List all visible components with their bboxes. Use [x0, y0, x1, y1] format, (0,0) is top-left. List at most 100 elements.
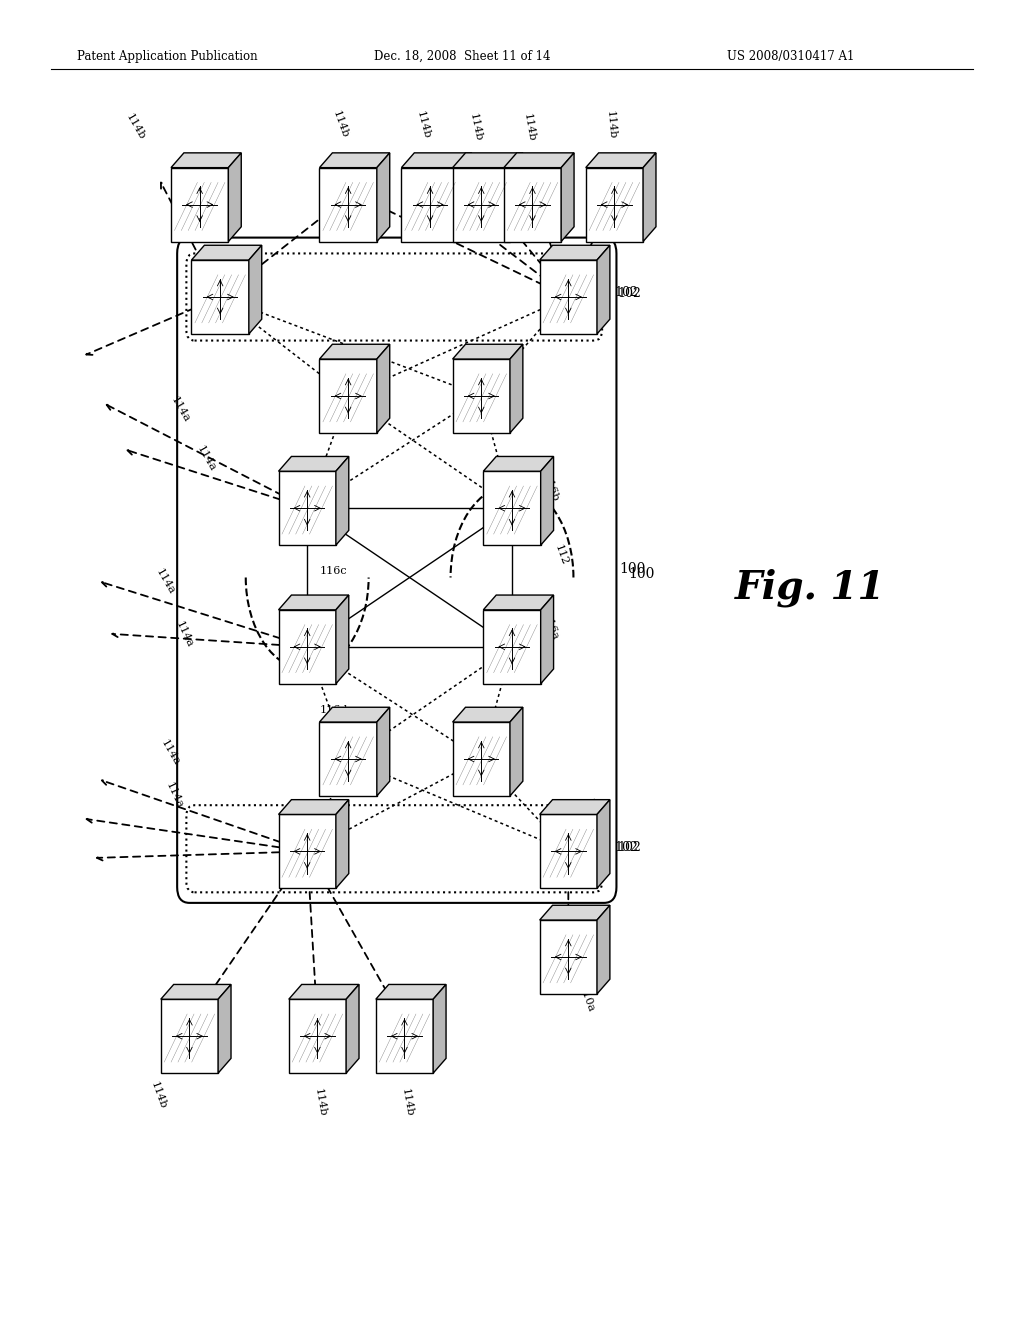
Polygon shape	[401, 168, 459, 242]
Polygon shape	[510, 153, 523, 242]
Polygon shape	[279, 610, 336, 684]
Text: Patent Application Publication: Patent Application Publication	[77, 50, 257, 63]
Text: 114a: 114a	[164, 780, 184, 810]
Text: 104b: 104b	[484, 713, 506, 743]
Polygon shape	[289, 985, 359, 999]
Polygon shape	[279, 800, 349, 814]
Polygon shape	[597, 906, 610, 994]
Text: 114b: 114b	[605, 111, 617, 140]
Polygon shape	[377, 708, 390, 796]
Polygon shape	[453, 359, 510, 433]
Text: 114b: 114b	[415, 110, 431, 140]
Polygon shape	[401, 153, 472, 168]
Text: 114b: 114b	[331, 110, 350, 140]
Polygon shape	[561, 153, 574, 242]
Polygon shape	[643, 153, 656, 242]
Text: 114b: 114b	[399, 1088, 414, 1118]
Text: 104a: 104a	[351, 713, 373, 743]
Polygon shape	[336, 457, 349, 545]
Polygon shape	[586, 153, 656, 168]
Text: Fig. 11: Fig. 11	[735, 568, 886, 607]
Polygon shape	[191, 260, 249, 334]
Text: 114b: 114b	[312, 1088, 327, 1118]
Polygon shape	[453, 153, 523, 168]
Text: 114a: 114a	[159, 738, 181, 768]
Text: 114b: 114b	[468, 112, 484, 143]
Polygon shape	[540, 906, 610, 920]
Polygon shape	[319, 153, 390, 168]
Polygon shape	[279, 457, 349, 471]
Polygon shape	[459, 153, 472, 242]
Polygon shape	[336, 800, 349, 888]
Text: 114b: 114b	[124, 112, 147, 141]
Text: 102: 102	[614, 841, 638, 854]
Polygon shape	[171, 168, 228, 242]
Polygon shape	[541, 457, 554, 545]
Text: 112: 112	[553, 543, 569, 566]
Polygon shape	[279, 814, 336, 888]
Polygon shape	[504, 168, 561, 242]
Polygon shape	[376, 999, 433, 1073]
Text: 114a: 114a	[154, 566, 176, 597]
Polygon shape	[346, 985, 359, 1073]
Text: 110a: 110a	[577, 985, 596, 1015]
Text: 116c: 116c	[319, 566, 347, 577]
Polygon shape	[279, 595, 349, 610]
Polygon shape	[377, 345, 390, 433]
Polygon shape	[377, 153, 390, 242]
Polygon shape	[218, 985, 231, 1073]
Polygon shape	[597, 246, 610, 334]
Polygon shape	[319, 168, 377, 242]
Text: 116b: 116b	[541, 474, 560, 504]
Polygon shape	[540, 800, 610, 814]
Polygon shape	[540, 814, 597, 888]
Polygon shape	[191, 246, 262, 260]
Text: 100: 100	[629, 568, 655, 581]
Text: 102: 102	[617, 841, 641, 854]
Text: 116a: 116a	[541, 612, 560, 643]
Text: 116d: 116d	[319, 705, 348, 715]
Text: 114b: 114b	[148, 1081, 168, 1111]
Polygon shape	[376, 985, 446, 999]
Polygon shape	[161, 985, 231, 999]
Text: US 2008/0310417 A1: US 2008/0310417 A1	[727, 50, 854, 63]
Polygon shape	[171, 153, 242, 168]
Polygon shape	[586, 168, 643, 242]
Polygon shape	[453, 708, 523, 722]
Polygon shape	[597, 800, 610, 888]
Polygon shape	[433, 985, 446, 1073]
Polygon shape	[319, 708, 390, 722]
Polygon shape	[510, 345, 523, 433]
Polygon shape	[319, 359, 377, 433]
Text: 114a: 114a	[195, 444, 217, 474]
Polygon shape	[249, 246, 262, 334]
Polygon shape	[504, 153, 574, 168]
Text: 104d: 104d	[484, 346, 506, 376]
Polygon shape	[540, 920, 597, 994]
Polygon shape	[453, 168, 510, 242]
Polygon shape	[319, 345, 390, 359]
Text: Dec. 18, 2008  Sheet 11 of 14: Dec. 18, 2008 Sheet 11 of 14	[374, 50, 550, 63]
Text: 110b: 110b	[584, 797, 603, 828]
Polygon shape	[483, 610, 541, 684]
Text: 102: 102	[614, 285, 638, 298]
Text: 114b: 114b	[522, 112, 537, 143]
Polygon shape	[540, 246, 610, 260]
Polygon shape	[279, 471, 336, 545]
Text: 104c: 104c	[351, 346, 372, 376]
Text: 114a: 114a	[169, 395, 191, 425]
Polygon shape	[510, 708, 523, 796]
Polygon shape	[483, 471, 541, 545]
Polygon shape	[336, 595, 349, 684]
Text: 100: 100	[620, 562, 646, 576]
Polygon shape	[319, 722, 377, 796]
Polygon shape	[453, 722, 510, 796]
Polygon shape	[483, 595, 554, 610]
Polygon shape	[483, 457, 554, 471]
Polygon shape	[289, 999, 346, 1073]
Text: 102: 102	[617, 286, 641, 300]
Polygon shape	[228, 153, 242, 242]
Polygon shape	[541, 595, 554, 684]
Polygon shape	[540, 260, 597, 334]
Text: 114a: 114a	[174, 619, 195, 649]
